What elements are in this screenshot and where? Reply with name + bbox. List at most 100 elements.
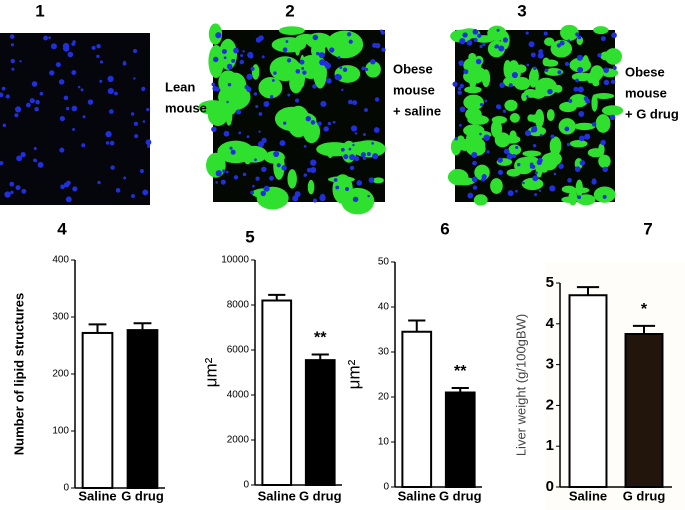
nucleus	[242, 50, 245, 53]
nucleus	[260, 190, 266, 197]
nucleus	[452, 81, 458, 87]
nucleus	[310, 167, 317, 174]
nucleus	[146, 107, 150, 112]
nucleus	[211, 82, 216, 87]
nucleus	[59, 115, 65, 122]
nucleus	[324, 62, 331, 69]
lipid-droplet	[504, 99, 518, 112]
y-tick-label: 4	[546, 315, 555, 332]
nucleus	[602, 166, 609, 173]
nucleus	[142, 189, 149, 196]
nucleus	[477, 33, 482, 38]
nucleus	[96, 54, 100, 59]
nucleus	[472, 185, 478, 190]
nucleus	[271, 78, 275, 82]
nucleus	[329, 47, 335, 53]
nucleus	[255, 176, 260, 181]
nucleus	[5, 94, 10, 99]
nucleus	[21, 188, 27, 194]
nucleus	[226, 100, 229, 104]
lipid-droplet	[522, 150, 542, 157]
nucleus	[133, 121, 138, 126]
nucleus	[577, 35, 582, 40]
nucleus	[15, 185, 21, 191]
nucleus	[524, 130, 532, 137]
lipid-droplet	[225, 104, 233, 126]
nucleus	[610, 79, 616, 85]
nucleus	[19, 60, 22, 63]
lipid-droplet	[465, 107, 482, 121]
nucleus	[339, 66, 343, 69]
nucleus	[11, 67, 15, 71]
lipid-droplet	[528, 69, 538, 88]
nucleus	[139, 169, 144, 174]
nucleus	[503, 148, 510, 155]
nucleus	[454, 137, 458, 141]
panel-number: 3	[517, 1, 526, 20]
nucleus	[573, 86, 579, 92]
nucleus	[591, 122, 597, 127]
nucleus	[71, 42, 76, 46]
nucleus	[263, 185, 270, 192]
nucleus	[332, 120, 336, 124]
nucleus	[575, 32, 580, 37]
nucleus	[327, 121, 332, 126]
nucleus	[222, 169, 226, 173]
nucleus	[532, 175, 539, 182]
nucleus	[479, 44, 483, 49]
panel-number: 6	[440, 219, 449, 238]
lipid-droplet	[503, 59, 512, 79]
nucleus	[37, 161, 44, 168]
lipid-droplet	[544, 37, 555, 46]
nucleus	[97, 180, 101, 185]
nucleus	[292, 195, 299, 202]
nucleus	[312, 34, 319, 41]
nucleus	[354, 155, 360, 162]
nucleus	[114, 91, 118, 96]
nucleus	[223, 130, 230, 137]
nucleus	[544, 68, 549, 73]
nucleus	[473, 37, 478, 43]
nucleus	[574, 166, 581, 172]
lipid-droplet	[575, 179, 583, 197]
nucleus	[215, 181, 218, 184]
nucleus	[459, 106, 466, 113]
lipid-droplet	[352, 42, 363, 50]
nucleus	[312, 198, 318, 203]
lipid-droplet	[326, 30, 364, 59]
nucleus	[215, 32, 222, 39]
panel-number: 4	[57, 219, 67, 238]
nucleus	[484, 99, 488, 103]
nucleus	[110, 165, 115, 170]
nucleus	[43, 35, 49, 41]
nucleus	[273, 71, 277, 75]
lipid-droplet	[258, 77, 283, 99]
nucleus	[536, 159, 543, 166]
nucleus	[258, 35, 264, 41]
nucleus	[334, 73, 341, 81]
nucleus	[462, 32, 468, 38]
nucleus	[352, 143, 355, 147]
lipid-droplet	[453, 177, 476, 186]
lipid-droplet	[531, 89, 546, 99]
nucleus	[602, 194, 607, 199]
nucleus	[147, 144, 151, 148]
lipid-droplet	[593, 26, 609, 35]
image-caption: mouse	[625, 85, 667, 100]
nucleus	[609, 114, 616, 121]
nucleus	[99, 79, 103, 83]
significance-mark: **	[314, 330, 327, 347]
image-caption: mouse	[393, 82, 435, 97]
nucleus	[349, 165, 355, 171]
y-tick-label: 200	[52, 369, 69, 380]
nucleus	[352, 196, 359, 203]
nucleus	[223, 56, 227, 60]
lipid-droplet	[450, 169, 460, 178]
nucleus	[472, 160, 477, 166]
nucleus	[577, 86, 584, 93]
x-tick-label: G drug	[299, 488, 342, 503]
nucleus	[10, 190, 14, 194]
nucleus	[299, 59, 305, 65]
nucleus	[497, 169, 504, 175]
